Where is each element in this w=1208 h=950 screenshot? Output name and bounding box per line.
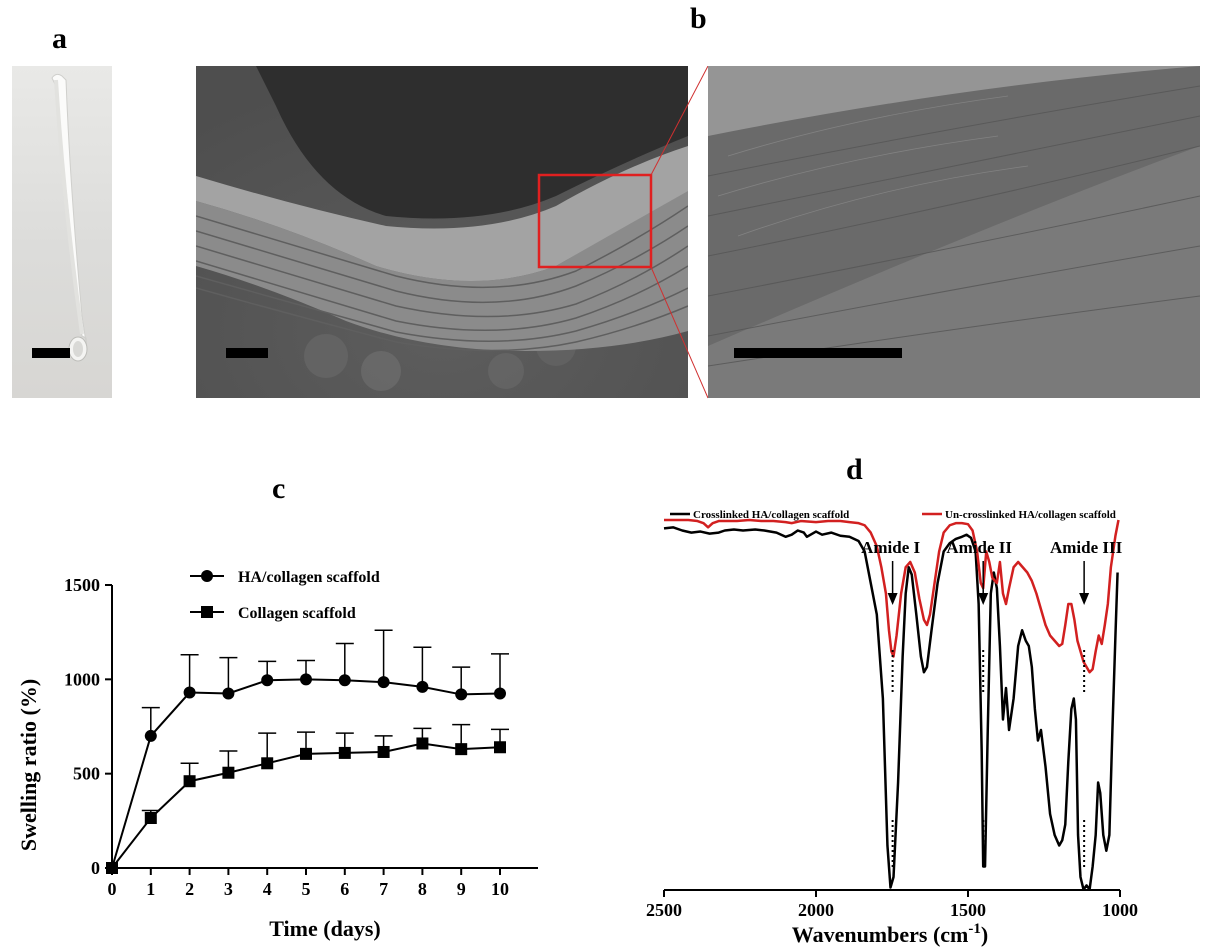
c-point-square [377, 745, 390, 758]
c-point-circle [416, 680, 429, 693]
c-x-tick-label: 2 [185, 879, 194, 899]
d-uncrosslinked-line [664, 518, 1120, 674]
c-point-circle [144, 729, 157, 742]
c-x-tick-label: 7 [379, 879, 388, 899]
d-x-tick-label: 2000 [798, 900, 834, 920]
c-point-square [494, 741, 506, 754]
c-x-tick-label: 8 [418, 879, 427, 899]
c-point-circle [455, 688, 468, 701]
c-series-line-0 [111, 678, 501, 869]
c-x-axis-title: Time (days) [269, 916, 380, 941]
d-x-axis-title: Wavenumbers (cm-1) [792, 921, 988, 947]
swelling-ratio-chart: 0 1 2 3 4 5 6 7 8 9 10 0 500 1000 1500 HA/collagen sca… [16, 569, 538, 941]
c-point-circle [338, 674, 351, 687]
d-x-tick-label: 1500 [950, 900, 986, 920]
c-y-tick-label: 500 [73, 764, 100, 784]
c-legend-marker-square [201, 606, 213, 618]
c-point-square [222, 766, 235, 779]
d-annotation-label: Amide I [861, 538, 920, 557]
scale-bar [734, 348, 902, 358]
c-point-circle [300, 673, 312, 686]
c-point-square [183, 775, 196, 788]
d-annotation-arrowhead [978, 593, 989, 605]
c-y-axis-title: Swelling ratio (%) [16, 679, 41, 851]
c-point-square [261, 757, 274, 770]
c-y-tick-label: 0 [91, 858, 100, 878]
c-point-circle [183, 686, 196, 699]
ftir-spectrum-chart: 2500 2000 1500 1000 Amide I Amide II Amide II… [646, 509, 1138, 947]
chart-c-axes: 0 1 2 3 4 5 6 7 8 9 10 0 500 1000 1500 [64, 575, 538, 899]
tube-scaffold-photo [12, 66, 112, 398]
sem-zoomed-image [708, 66, 1200, 398]
d-annotation-arrowhead [1079, 593, 1090, 605]
c-series-line-1 [111, 742, 501, 869]
c-x-tick-label: 1 [146, 879, 155, 899]
c-y-tick-label: 1500 [64, 575, 100, 595]
c-point-square [300, 747, 312, 760]
d-legend-label: Un-crosslinked HA/collagen scaffold [945, 509, 1116, 521]
d-annotation-label: Amide III [1050, 538, 1123, 557]
c-x-tick-label: 6 [340, 879, 349, 899]
panel-label-c: c [272, 472, 286, 505]
panel-label-d: d [846, 453, 863, 486]
d-annotation-label: Amide II [946, 538, 1012, 557]
panel-label-a: a [52, 22, 67, 55]
c-point-square [416, 737, 429, 750]
d-legend-label: Crosslinked HA/collagen scaffold [693, 509, 849, 521]
c-x-tick-label: 3 [224, 879, 233, 899]
panel-label-b: b [690, 2, 707, 35]
scale-bar [32, 348, 70, 358]
c-legend-label: HA/collagen scaffold [238, 569, 380, 586]
c-x-tick-label: 5 [302, 879, 311, 899]
c-point-circle [494, 687, 506, 700]
c-point-circle [222, 687, 235, 700]
c-x-tick-label: 9 [457, 879, 466, 899]
c-point-circle [261, 674, 274, 687]
sem-cross-section-image [196, 66, 688, 398]
c-legend-marker-circle [201, 570, 213, 582]
c-legend-label: Collagen scaffold [238, 605, 356, 622]
c-point-square [144, 812, 157, 825]
c-x-tick-label: 0 [108, 879, 117, 899]
d-crosslinked-line [663, 526, 1119, 891]
c-x-tick-label: 4 [263, 879, 272, 899]
c-point-square [106, 862, 118, 874]
c-x-tick-label: 10 [491, 879, 509, 899]
c-point-square [455, 743, 468, 756]
zoom-connector [651, 66, 709, 399]
c-y-tick-label: 1000 [64, 669, 100, 689]
c-point-square [338, 746, 351, 759]
scale-bar [226, 348, 268, 358]
d-annotation-arrowhead [887, 593, 898, 605]
d-x-tick-label: 1000 [1102, 900, 1138, 920]
c-point-circle [377, 676, 390, 689]
d-x-tick-label: 2500 [646, 900, 682, 920]
